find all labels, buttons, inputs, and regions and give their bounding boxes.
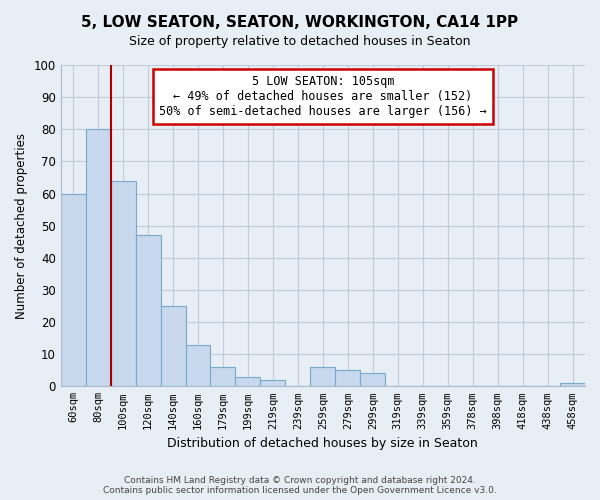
Bar <box>235 376 260 386</box>
Bar <box>560 383 585 386</box>
X-axis label: Distribution of detached houses by size in Seaton: Distribution of detached houses by size … <box>167 437 478 450</box>
Bar <box>61 194 86 386</box>
Bar <box>211 367 235 386</box>
Text: 5 LOW SEATON: 105sqm
← 49% of detached houses are smaller (152)
50% of semi-deta: 5 LOW SEATON: 105sqm ← 49% of detached h… <box>159 74 487 118</box>
Text: 5, LOW SEATON, SEATON, WORKINGTON, CA14 1PP: 5, LOW SEATON, SEATON, WORKINGTON, CA14 … <box>82 15 518 30</box>
Bar <box>86 130 110 386</box>
Bar <box>310 367 335 386</box>
Bar <box>360 374 385 386</box>
Bar <box>161 306 185 386</box>
Bar <box>335 370 360 386</box>
Bar <box>260 380 286 386</box>
Y-axis label: Number of detached properties: Number of detached properties <box>15 132 28 318</box>
Text: Size of property relative to detached houses in Seaton: Size of property relative to detached ho… <box>129 35 471 48</box>
Bar <box>136 236 161 386</box>
Bar <box>110 180 136 386</box>
Bar <box>185 344 211 387</box>
Text: Contains HM Land Registry data © Crown copyright and database right 2024.
Contai: Contains HM Land Registry data © Crown c… <box>103 476 497 495</box>
